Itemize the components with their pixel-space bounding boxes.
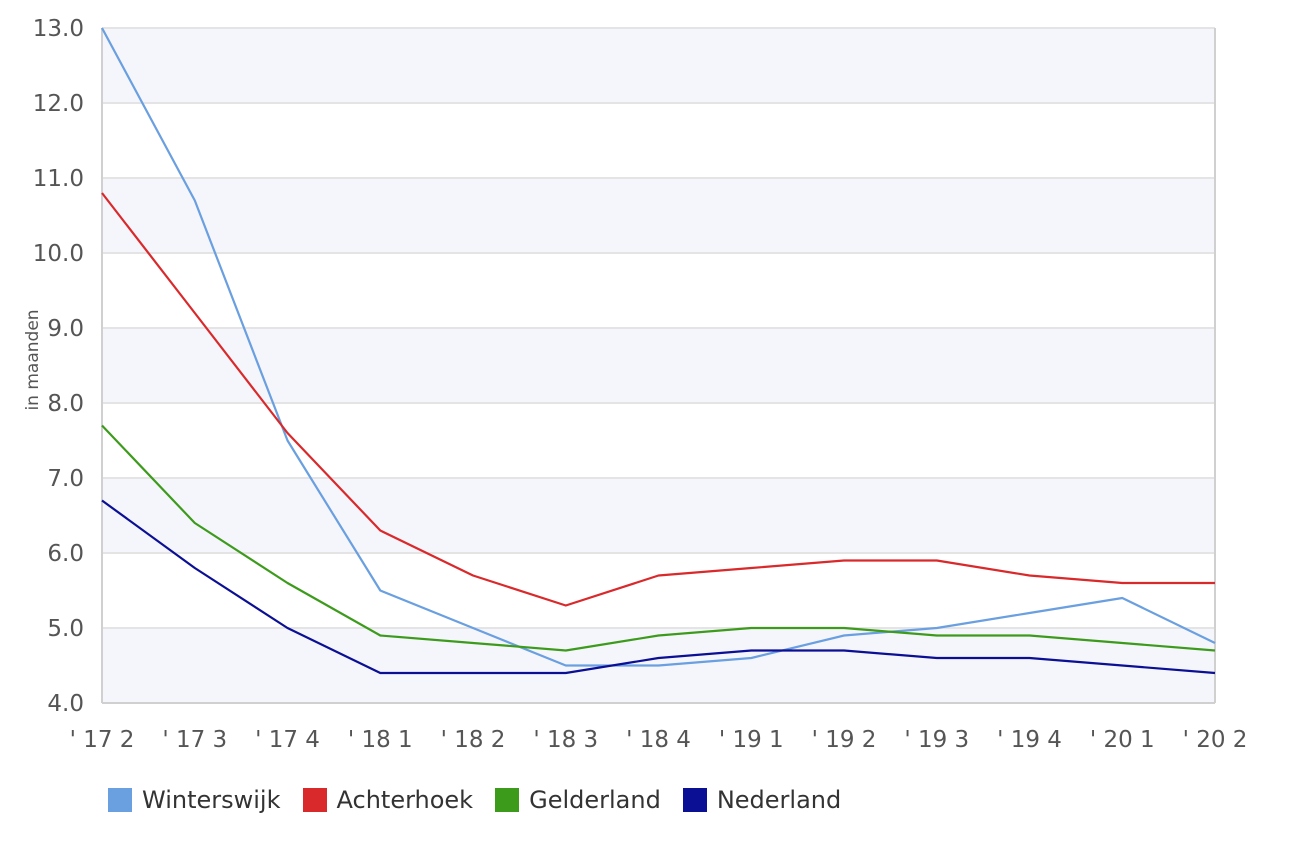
plot-band	[102, 28, 1215, 103]
x-tick-label: ' 20 1	[1090, 727, 1155, 753]
series-line-winterswijk	[101, 27, 1216, 667]
y-tick-label: 11.0	[33, 166, 84, 192]
legend-item-winterswijk[interactable]: Winterswijk	[108, 786, 281, 814]
x-tick-label: ' 18 3	[533, 727, 598, 753]
x-tick-label: ' 18 2	[441, 727, 506, 753]
series-line-achterhoek	[101, 192, 1215, 607]
legend-item-gelderland[interactable]: Gelderland	[495, 786, 661, 814]
x-tick-label: ' 19 3	[904, 727, 969, 753]
y-tick-label: 7.0	[47, 466, 84, 492]
legend-item-nederland[interactable]: Nederland	[682, 786, 842, 814]
x-tick-label: ' 17 4	[255, 727, 320, 753]
x-tick-label: ' 20 2	[1183, 727, 1248, 753]
y-tick-label: 10.0	[33, 241, 84, 267]
x-tick-label: ' 19 1	[719, 727, 784, 753]
y-tick-label: 8.0	[47, 391, 84, 417]
x-tick-label: ' 17 3	[162, 727, 227, 753]
legend-item-achterhoek[interactable]: Achterhoek	[302, 786, 474, 814]
y-tick-label: 4.0	[47, 691, 84, 717]
y-tick-label: 5.0	[47, 616, 84, 642]
x-tick-label: ' 19 2	[812, 727, 877, 753]
x-tick-label: ' 18 4	[626, 727, 691, 753]
x-tick-label: ' 19 4	[997, 727, 1062, 753]
legend: Winterswijk Achterhoek Gelderland Nederland	[108, 786, 841, 814]
x-tick-label: ' 17 2	[70, 727, 135, 753]
y-tick-label: 12.0	[33, 91, 84, 117]
y-axis-label: in maanden	[23, 309, 43, 410]
plot-band	[102, 328, 1215, 403]
plot-band	[102, 178, 1215, 253]
legend-swatch	[302, 788, 327, 812]
y-tick-label: 13.0	[33, 16, 84, 42]
y-tick-labels: 4.0 5.0 6.0 7.0 8.0 9.0 10.0 11.0 12.0 13.0	[33, 16, 84, 717]
legend-swatch	[495, 788, 520, 812]
legend-label: Nederland	[716, 786, 842, 814]
series-line-nederland	[101, 499, 1216, 675]
legend-label: Achterhoek	[336, 786, 474, 814]
legend-swatch	[108, 788, 132, 812]
x-tick-labels: ' 17 2 ' 17 3 ' 17 4 ' 18 1 ' 18 2 ' 18 3 ' 18…	[70, 727, 1248, 753]
x-tick-label: ' 18 1	[348, 727, 413, 753]
legend-label: Gelderland	[529, 786, 661, 814]
axes	[101, 28, 1216, 704]
y-tick-label: 6.0	[47, 541, 84, 567]
legend-label: Winterswijk	[142, 786, 281, 814]
series-lines	[101, 27, 1216, 675]
series-line-gelderland	[101, 424, 1216, 652]
plot-bands	[102, 28, 1215, 703]
legend-swatch	[682, 788, 707, 812]
plot-band	[102, 478, 1215, 553]
gridlines	[102, 27, 1215, 704]
y-tick-label: 9.0	[47, 316, 84, 342]
